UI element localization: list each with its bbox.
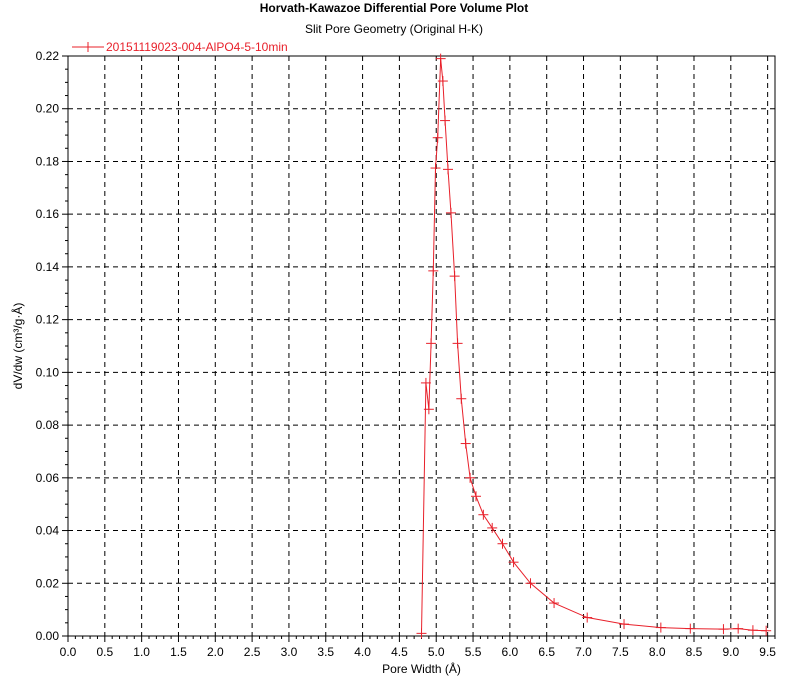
data-point [460, 438, 471, 449]
x-tick-label: 5.5 [465, 645, 482, 659]
plot-frame [67, 55, 776, 637]
data-point [423, 404, 434, 415]
x-tick-label: 7.0 [575, 645, 592, 659]
x-axis-label: Pore Width (Å) [382, 661, 461, 676]
data-point [452, 338, 463, 349]
series-line [421, 58, 767, 634]
data-point [443, 164, 454, 175]
data-point [432, 132, 443, 143]
data-point [445, 207, 456, 218]
data-point [508, 557, 519, 568]
y-tick-label: 0.10 [36, 365, 60, 379]
grid-lines [68, 56, 775, 636]
x-tick-label: 5.0 [428, 645, 445, 659]
y-tick-labels: 0.00 0.02 0.04 0.06 0.08 0.10 0.12 0.14 0.16 0.18… [36, 49, 60, 643]
x-tick-label: 1.5 [170, 645, 187, 659]
data-point [416, 628, 427, 639]
y-axis-label: dV/dw (cm³/g·Å) [10, 303, 25, 390]
chart-title: Horvath-Kawazoe Differential Pore Volume… [259, 1, 529, 15]
data-point [449, 271, 460, 282]
legend: 20151119023-004-AlPO4-5-10min [72, 40, 288, 54]
y-tick-label: 0.22 [36, 49, 60, 63]
x-tick-label: 8.0 [649, 645, 666, 659]
data-point [437, 76, 448, 87]
y-tick-label: 0.02 [36, 576, 60, 590]
x-tick-label: 0.5 [96, 645, 113, 659]
data-point [619, 619, 630, 630]
data-point [487, 522, 498, 533]
data-point [685, 623, 696, 634]
x-tick-label: 3.5 [317, 645, 334, 659]
data-point [440, 115, 451, 126]
x-tick-labels: 0.0 0.5 1.0 1.5 2.0 2.5 3.0 3.5 4.0 4.5 5.0 5.5 6.0 6… [60, 645, 777, 659]
data-point [582, 612, 593, 623]
chart-subtitle: Slit Pore Geometry (Original H-K) [304, 22, 484, 36]
data-point [718, 624, 729, 635]
data-point [470, 491, 481, 502]
legend-series-label: 20151119023-004-AlPO4-5-10min [106, 40, 288, 54]
x-tick-label: 9.5 [759, 645, 776, 659]
x-tick-label: 7.5 [612, 645, 629, 659]
x-tick-label: 2.0 [207, 645, 224, 659]
y-tick-label: 0.18 [36, 154, 60, 168]
data-point [426, 338, 437, 349]
y-tick-label: 0.06 [36, 471, 60, 485]
data-point [549, 598, 560, 609]
major-ticks [62, 55, 769, 642]
y-tick-label: 0.08 [36, 418, 60, 432]
y-tick-label: 0.00 [36, 629, 60, 643]
data-point [420, 377, 431, 388]
y-tick-label: 0.14 [36, 260, 60, 274]
x-tick-label: 3.0 [281, 645, 298, 659]
data-point [497, 538, 508, 549]
x-tick-label: 2.5 [244, 645, 261, 659]
x-tick-label: 9.0 [722, 645, 739, 659]
data-point [525, 578, 536, 589]
data-point [733, 623, 744, 634]
x-tick-label: 6.5 [538, 645, 555, 659]
series-group [416, 53, 772, 639]
data-point [430, 163, 441, 174]
data-point [428, 265, 439, 276]
y-tick-label: 0.16 [36, 207, 60, 221]
minor-ticks [65, 68, 776, 639]
x-tick-label: 4.5 [391, 645, 408, 659]
data-point [435, 53, 446, 64]
data-point [456, 393, 467, 404]
data-point [465, 472, 476, 483]
data-point [747, 625, 758, 636]
data-point [655, 622, 666, 633]
data-point [761, 625, 772, 636]
y-tick-label: 0.12 [36, 313, 60, 327]
data-point [478, 509, 489, 520]
y-tick-label: 0.04 [36, 524, 60, 538]
x-tick-label: 6.0 [502, 645, 519, 659]
x-tick-label: 1.0 [133, 645, 150, 659]
x-tick-label: 4.0 [354, 645, 371, 659]
y-tick-label: 0.20 [36, 102, 60, 116]
x-tick-label: 8.5 [686, 645, 703, 659]
x-tick-label: 0.0 [60, 645, 77, 659]
